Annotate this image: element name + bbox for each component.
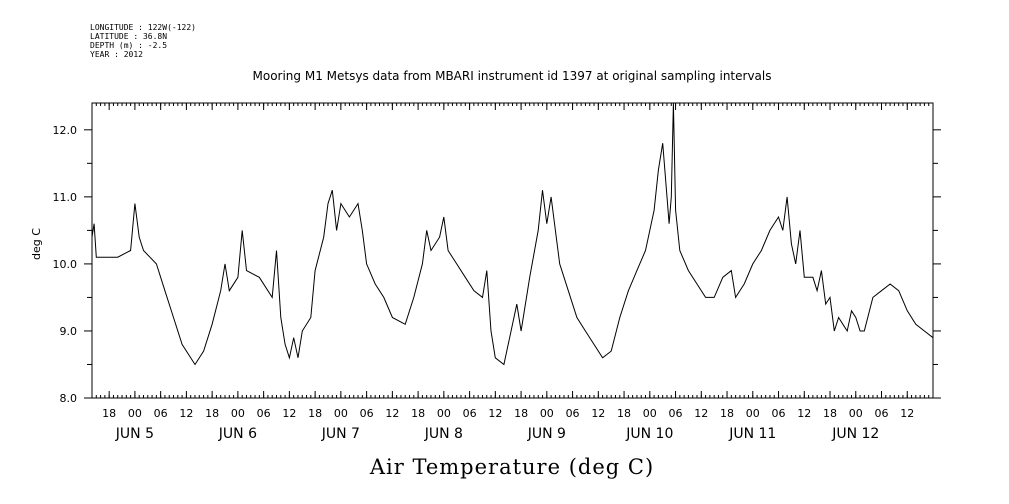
x-day-label: JUN 6 — [218, 426, 257, 442]
metadata-depth: DEPTH (m) : -2.5 — [90, 41, 167, 50]
x-day-label: JUN 5 — [115, 426, 154, 442]
x-tick-label: 00 — [437, 407, 451, 420]
x-day-label: JUN 9 — [527, 426, 566, 442]
x-tick-label: 12 — [900, 407, 914, 420]
x-tick-label: 12 — [488, 407, 502, 420]
y-tick-label: 12.0 — [53, 124, 78, 137]
x-tick-label: 18 — [411, 407, 425, 420]
chart-title: Mooring M1 Metsys data from MBARI instru… — [253, 69, 772, 83]
metadata-year: YEAR : 2012 — [90, 50, 143, 59]
x-tick-label: 18 — [102, 407, 116, 420]
x-day-label: JUN 12 — [831, 426, 879, 442]
x-tick-label: 06 — [463, 407, 477, 420]
x-tick-label: 06 — [566, 407, 580, 420]
x-tick-label: 06 — [875, 407, 889, 420]
x-tick-label: 06 — [154, 407, 168, 420]
x-day-label: JUN 7 — [321, 426, 360, 442]
x-tick-label: 12 — [282, 407, 296, 420]
y-axis-label: deg C — [30, 228, 43, 260]
x-day-label: JUN 10 — [625, 426, 673, 442]
x-tick-label: 06 — [669, 407, 683, 420]
x-tick-label: 18 — [205, 407, 219, 420]
x-tick-label: 00 — [540, 407, 554, 420]
x-tick-label: 12 — [797, 407, 811, 420]
x-tick-label: 00 — [128, 407, 142, 420]
x-axis-label: Air Temperature (deg C) — [369, 455, 654, 479]
y-tick-label: 11.0 — [53, 191, 78, 204]
x-day-label: JUN 8 — [424, 426, 463, 442]
x-tick-label: 18 — [617, 407, 631, 420]
x-tick-label: 12 — [694, 407, 708, 420]
metadata-latitude: LATITUDE : 36.8N — [90, 32, 167, 41]
x-tick-label: 12 — [179, 407, 193, 420]
x-tick-label: 06 — [360, 407, 374, 420]
x-tick-label: 00 — [849, 407, 863, 420]
x-tick-label: 00 — [746, 407, 760, 420]
x-tick-label: 12 — [591, 407, 605, 420]
plot-frame — [91, 102, 934, 399]
x-tick-label: 18 — [514, 407, 528, 420]
x-tick-label: 00 — [334, 407, 348, 420]
chart-marks: 18 00 06 12 18 00 06 12 18 00 06 12 18 00 06 12 18 00 06 12… — [53, 102, 941, 442]
x-tick-label: 00 — [643, 407, 657, 420]
x-tick-label: 18 — [720, 407, 734, 420]
x-day-label: JUN 11 — [728, 426, 776, 442]
y-tick-label: 9.0 — [60, 325, 78, 338]
metadata-block: LONGITUDE : 122W(-122) LATITUDE : 36.8N … — [90, 23, 196, 59]
x-tick-label: 12 — [385, 407, 399, 420]
metadata-longitude: LONGITUDE : 122W(-122) — [90, 23, 196, 32]
x-tick-label: 18 — [823, 407, 837, 420]
x-tick-label: 18 — [308, 407, 322, 420]
series-line — [91, 102, 934, 366]
x-tick-label: 06 — [257, 407, 271, 420]
y-tick-label: 10.0 — [53, 258, 78, 271]
y-tick-label: 8.0 — [60, 392, 78, 405]
x-tick-label: 06 — [772, 407, 786, 420]
x-tick-label: 00 — [231, 407, 245, 420]
